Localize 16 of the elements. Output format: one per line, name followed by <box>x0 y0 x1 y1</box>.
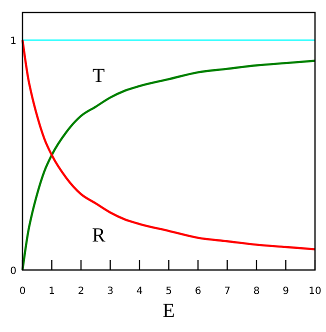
line-series <box>21 38 316 250</box>
x-tick-label: 9 <box>282 286 289 297</box>
x-tick-label: 8 <box>253 286 260 297</box>
x-tick-label: 6 <box>194 286 202 297</box>
x-tick-label: 2 <box>78 286 84 297</box>
x-tick-label: 7 <box>224 286 230 297</box>
x-tick-label: 4 <box>136 286 143 297</box>
x-tick-label: 0 <box>19 286 26 297</box>
x-tick-label: 3 <box>107 286 114 297</box>
line-series <box>21 60 316 272</box>
series-label: T <box>92 64 105 87</box>
x-tick-label: 10 <box>308 286 322 297</box>
x-tick-label: 5 <box>166 286 172 297</box>
series-label: R <box>92 224 106 246</box>
x-tick-label: 1 <box>48 286 55 297</box>
x-axis-title: E <box>162 300 175 322</box>
